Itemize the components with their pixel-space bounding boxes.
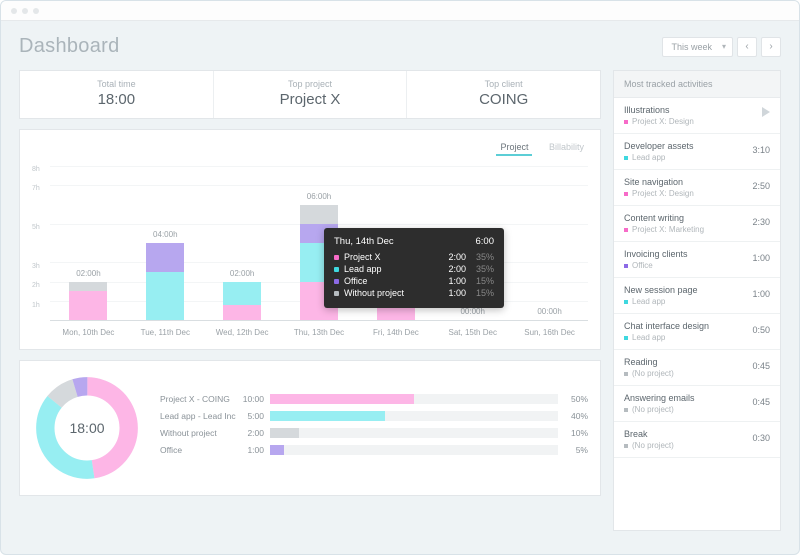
activity-subtitle: (No project) <box>624 405 746 414</box>
x-axis-label: Tue, 11th Dec <box>127 323 204 341</box>
activity-title: Illustrations <box>624 105 762 115</box>
activity-time: 0:45 <box>746 393 770 407</box>
activity-subtitle: Project X: Marketing <box>624 225 746 234</box>
activity-time: 1:00 <box>746 285 770 299</box>
activity-time: 0:50 <box>746 321 770 335</box>
activity-subtitle: Project X: Design <box>624 117 762 126</box>
activity-row[interactable]: Invoicing clients Office 1:00 <box>614 242 780 278</box>
activities-sidebar: Most tracked activities Illustrations Pr… <box>613 70 781 531</box>
x-axis-label: Sun, 16th Dec <box>511 323 588 341</box>
activity-time: 0:30 <box>746 429 770 443</box>
breakdown-row: Without project2:00 10% <box>160 428 588 438</box>
page-header: Dashboard This week ‹ › <box>19 35 781 58</box>
bar-day[interactable]: 02:00h <box>50 166 127 320</box>
activity-time: 0:45 <box>746 357 770 371</box>
bar-day[interactable]: 02:00h <box>204 166 281 320</box>
activity-row[interactable]: Developer assets Lead app 3:10 <box>614 134 780 170</box>
breakdown-row: Lead app - Lead Inc5:00 40% <box>160 411 588 421</box>
window-titlebar <box>1 1 799 21</box>
breakdown-card: 18:00 Project X - COING10:00 50% Lead ap… <box>19 360 601 496</box>
x-axis-label: Sat, 15th Dec <box>434 323 511 341</box>
breakdown-row: Office1:00 5% <box>160 445 588 455</box>
activity-title: Site navigation <box>624 177 746 187</box>
kpi-label: Top project <box>214 79 407 89</box>
activity-row[interactable]: Reading (No project) 0:45 <box>614 350 780 386</box>
activity-title: Break <box>624 429 746 439</box>
tab-project[interactable]: Project <box>496 140 532 156</box>
chart-tooltip: Thu, 14th Dec6:00Project X2:0035%Lead ap… <box>324 228 504 308</box>
kpi-row: Total time 18:00 Top project Project X T… <box>19 70 601 119</box>
kpi-label: Total time <box>20 79 213 89</box>
prev-week-button[interactable]: ‹ <box>737 37 757 57</box>
activity-subtitle: (No project) <box>624 369 746 378</box>
x-axis-label: Fri, 14th Dec <box>357 323 434 341</box>
activity-title: Chat interface design <box>624 321 746 331</box>
kpi-1: Top project Project X <box>214 71 408 118</box>
activity-time: 2:30 <box>746 213 770 227</box>
traffic-light-icon <box>33 8 39 14</box>
donut-center-label: 18:00 <box>69 420 104 436</box>
activity-subtitle: Lead app <box>624 297 746 306</box>
activity-time: 3:10 <box>746 141 770 155</box>
activity-row[interactable]: Illustrations Project X: Design <box>614 98 780 134</box>
kpi-2: Top client COING <box>407 71 600 118</box>
tab-billability[interactable]: Billability <box>545 140 588 154</box>
activity-subtitle: Lead app <box>624 333 746 342</box>
bar-day[interactable]: 04:00h <box>127 166 204 320</box>
activity-subtitle: Project X: Design <box>624 189 746 198</box>
activity-time: 2:50 <box>746 177 770 191</box>
weekly-chart-card: Project Billability 8h7h5h3h2h1h 02:00h … <box>19 129 601 350</box>
traffic-light-icon <box>11 8 17 14</box>
x-axis-label: Wed, 12th Dec <box>204 323 281 341</box>
bar-day[interactable]: 00:00h <box>511 166 588 320</box>
date-range-select[interactable]: This week <box>662 37 733 57</box>
activity-subtitle: Lead app <box>624 153 746 162</box>
chart-tabs: Project Billability <box>32 140 588 156</box>
activity-row[interactable]: Content writing Project X: Marketing 2:3… <box>614 206 780 242</box>
activity-subtitle: Office <box>624 261 746 270</box>
donut-chart: 18:00 <box>32 373 142 483</box>
kpi-0: Total time 18:00 <box>20 71 214 118</box>
breakdown-rows: Project X - COING10:00 50% Lead app - Le… <box>160 394 588 462</box>
next-week-button[interactable]: › <box>761 37 781 57</box>
play-icon[interactable] <box>762 107 770 117</box>
activity-title: Invoicing clients <box>624 249 746 259</box>
activity-title: Developer assets <box>624 141 746 151</box>
traffic-light-icon <box>22 8 28 14</box>
activity-row[interactable]: Break (No project) 0:30 <box>614 422 780 458</box>
breakdown-row: Project X - COING10:00 50% <box>160 394 588 404</box>
activities-header: Most tracked activities <box>614 71 780 98</box>
x-axis-label: Mon, 10th Dec <box>50 323 127 341</box>
activity-subtitle: (No project) <box>624 441 746 450</box>
activity-row[interactable]: Answering emails (No project) 0:45 <box>614 386 780 422</box>
stacked-bar-chart: 8h7h5h3h2h1h 02:00h 04:00h 02:00h 06:00h… <box>32 166 588 341</box>
activity-title: Content writing <box>624 213 746 223</box>
kpi-value: COING <box>407 91 600 108</box>
kpi-label: Top client <box>407 79 600 89</box>
app-window: Dashboard This week ‹ › Total time 18:00… <box>0 0 800 555</box>
activity-title: Answering emails <box>624 393 746 403</box>
kpi-value: Project X <box>214 91 407 108</box>
activity-row[interactable]: New session page Lead app 1:00 <box>614 278 780 314</box>
activity-time: 1:00 <box>746 249 770 263</box>
activity-row[interactable]: Site navigation Project X: Design 2:50 <box>614 170 780 206</box>
header-controls: This week ‹ › <box>662 37 781 57</box>
activity-title: New session page <box>624 285 746 295</box>
page-body: Dashboard This week ‹ › Total time 18:00… <box>1 21 799 554</box>
page-title: Dashboard <box>19 35 120 58</box>
activity-row[interactable]: Chat interface design Lead app 0:50 <box>614 314 780 350</box>
activity-title: Reading <box>624 357 746 367</box>
x-axis-label: Thu, 13th Dec <box>281 323 358 341</box>
kpi-value: 18:00 <box>20 91 213 108</box>
